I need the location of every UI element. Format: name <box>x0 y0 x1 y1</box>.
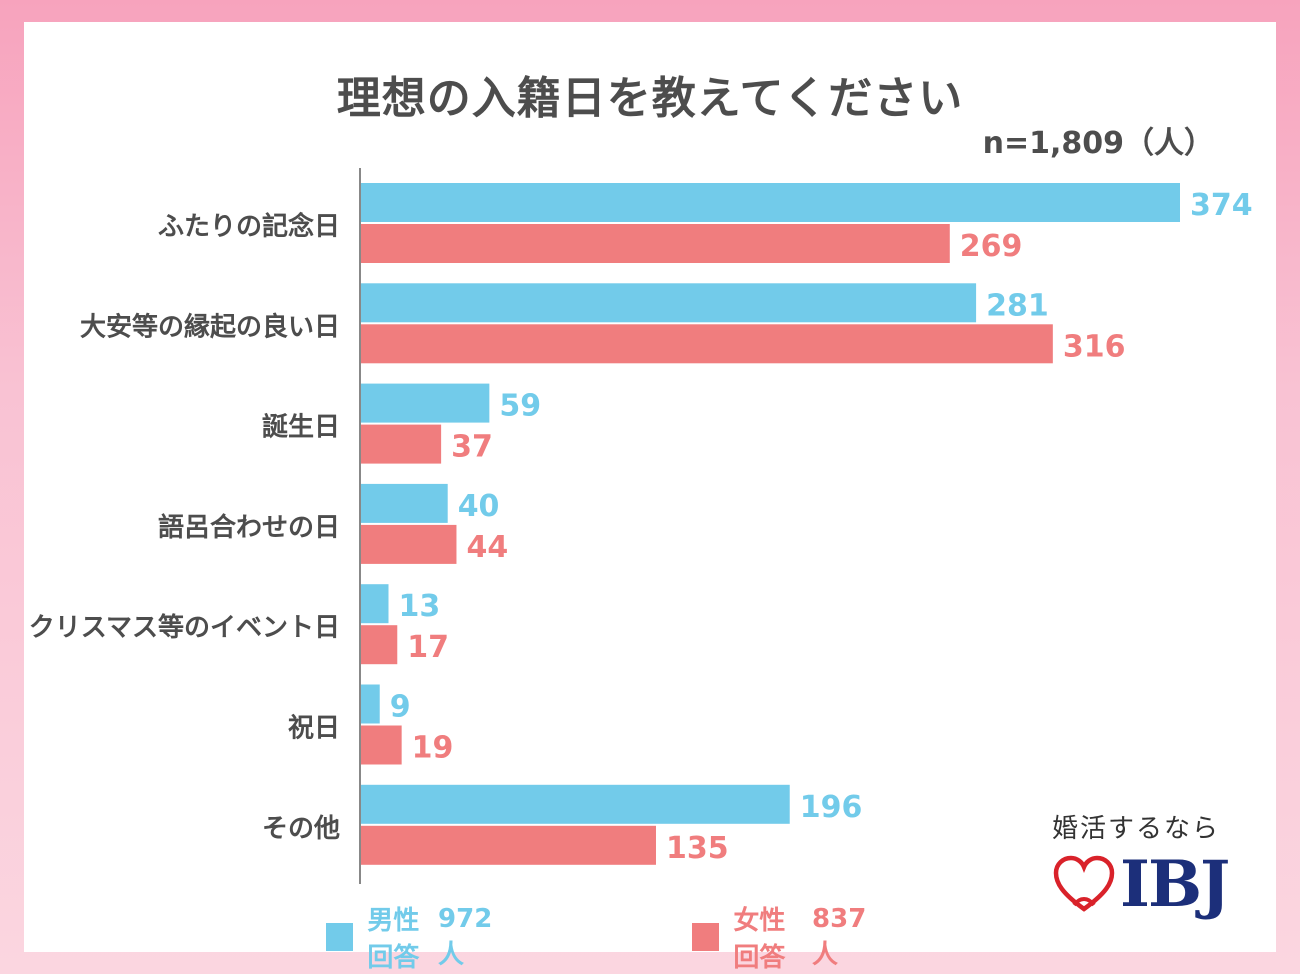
value-label-male: 374 <box>1190 188 1253 223</box>
value-label-male: 40 <box>458 489 500 524</box>
bar-female <box>360 324 1053 364</box>
value-label-female: 37 <box>451 430 493 465</box>
category-label: ふたりの記念日 <box>158 211 340 242</box>
bar-female <box>360 825 656 865</box>
value-label-male: 59 <box>499 389 541 424</box>
category-label: 大安等の縁起の良い日 <box>80 311 340 342</box>
bar-female <box>360 224 950 263</box>
category-label: 誕生日 <box>262 413 340 443</box>
sample-size: n=1,809（人） <box>982 126 1214 161</box>
bar-female <box>360 725 402 765</box>
category-label: その他 <box>262 814 340 844</box>
brand-logo: IBJ <box>1052 853 1252 917</box>
legend-swatch-female <box>692 923 720 951</box>
legend-count-male: 972人 <box>438 903 493 970</box>
value-label-female: 135 <box>666 831 729 866</box>
category-label: 祝日 <box>288 714 340 744</box>
legend-item-female: 女性回答 837人 <box>692 900 866 974</box>
bar-female <box>360 625 398 665</box>
bar-female <box>360 524 457 564</box>
chart-title: 理想の入籍日を教えてください <box>336 73 964 124</box>
heart-outline-icon <box>1053 855 1115 912</box>
bar-male <box>360 784 790 824</box>
category-label: クリスマス等のイベント日 <box>29 612 340 643</box>
bar-male <box>360 383 490 423</box>
brand-block: 婚活するなら IBJ <box>1052 808 1252 917</box>
legend-count-female: 837人 <box>812 903 867 970</box>
value-label-female: 316 <box>1063 329 1126 364</box>
legend-label-male: 男性回答 <box>367 906 420 973</box>
bar-male <box>360 483 448 523</box>
value-label-female: 17 <box>407 630 449 665</box>
value-label-male: 13 <box>399 589 441 624</box>
brand-name: IBJ <box>1120 847 1230 922</box>
value-label-male: 281 <box>986 288 1049 323</box>
brand-tagline: 婚活するなら <box>1052 814 1221 844</box>
value-label-female: 269 <box>960 229 1023 264</box>
legend-item-male: 男性回答 972人 <box>326 900 492 974</box>
legend-label-female: 女性回答 <box>733 906 786 973</box>
value-label-male: 9 <box>390 690 411 725</box>
bar-male <box>360 584 389 624</box>
value-label-female: 19 <box>412 731 454 766</box>
category-label: 語呂合わせの日 <box>158 512 340 543</box>
bar-female <box>360 424 442 464</box>
bar-male <box>360 684 380 724</box>
value-label-male: 196 <box>800 790 863 825</box>
value-label-female: 44 <box>466 530 508 565</box>
bar-male <box>360 283 977 323</box>
bar-male <box>360 183 1180 222</box>
legend-swatch-male <box>326 923 354 951</box>
